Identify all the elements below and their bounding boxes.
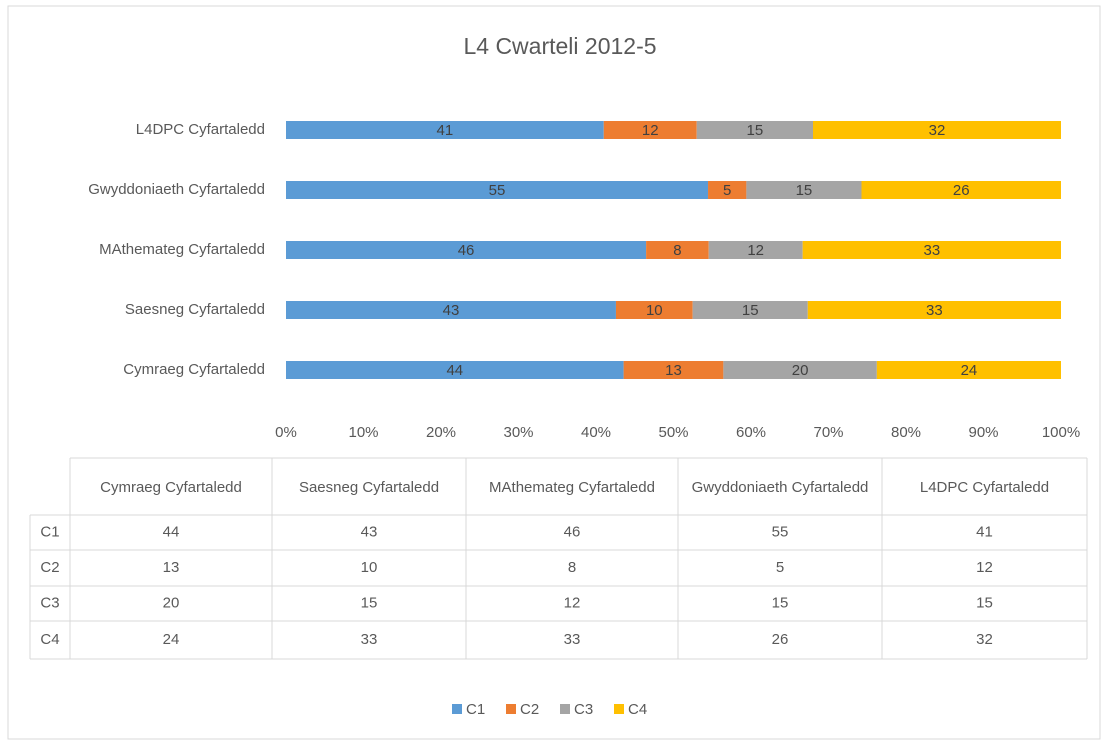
data-label: 15 — [742, 302, 759, 319]
bar-segment — [286, 361, 624, 379]
table-cell: 15 — [361, 594, 378, 611]
bar-segment — [286, 241, 647, 259]
table-cell: 33 — [361, 631, 378, 648]
x-tick-label: 50% — [658, 424, 688, 441]
chart-title: L4 Cwarteli 2012-5 — [463, 33, 656, 59]
table-cell: 5 — [776, 559, 784, 576]
legend-swatch — [506, 704, 516, 714]
bar-segment — [696, 121, 813, 139]
legend-label: C2 — [520, 701, 539, 718]
data-label: 33 — [923, 242, 940, 259]
data-label: 33 — [926, 302, 943, 319]
table-header: Saesneg Cyfartaledd — [299, 479, 439, 496]
x-tick-label: 0% — [275, 424, 297, 441]
x-tick-label: 100% — [1042, 424, 1080, 441]
table-cell: 15 — [976, 594, 993, 611]
data-label: 5 — [723, 182, 731, 199]
table-cell: 26 — [772, 631, 789, 648]
bar-segment — [723, 361, 877, 379]
data-label: 12 — [642, 122, 659, 139]
table-header: Gwyddoniaeth Cyfartaledd — [692, 479, 869, 496]
bar-segment — [623, 361, 724, 379]
table-row-label: C1 — [40, 523, 59, 540]
data-label: 15 — [796, 182, 813, 199]
y-tick-label: MAthemateg Cyfartaledd — [99, 241, 265, 258]
x-tick-label: 90% — [968, 424, 998, 441]
table-header: Cymraeg Cyfartaledd — [100, 479, 242, 496]
table-cell: 10 — [361, 559, 378, 576]
table-cell: 46 — [564, 523, 581, 540]
table-cell: 12 — [976, 559, 993, 576]
bar-segment — [861, 181, 1061, 199]
bar-segment — [807, 301, 1061, 319]
x-tick-label: 60% — [736, 424, 766, 441]
table-cell: 44 — [163, 523, 180, 540]
data-label: 12 — [747, 242, 764, 259]
data-label: 46 — [458, 242, 475, 259]
x-tick-label: 40% — [581, 424, 611, 441]
table-cell: 55 — [772, 523, 789, 540]
y-tick-label: L4DPC Cyfartaledd — [136, 121, 265, 138]
bar-segment — [646, 241, 709, 259]
bar-segment — [286, 301, 616, 319]
table-row-label: C3 — [40, 594, 59, 611]
bar-segment — [615, 301, 693, 319]
table-row-label: C4 — [40, 631, 59, 648]
data-label: 43 — [443, 302, 460, 319]
data-label: 32 — [929, 122, 946, 139]
y-tick-label: Gwyddoniaeth Cyfartaledd — [88, 181, 265, 198]
x-tick-label: 10% — [348, 424, 378, 441]
table-cell: 20 — [163, 594, 180, 611]
bar-segment — [692, 301, 808, 319]
legend-swatch — [560, 704, 570, 714]
legend-label: C3 — [574, 701, 593, 718]
data-label: 26 — [953, 182, 970, 199]
bar-segment — [876, 361, 1061, 379]
legend-swatch — [614, 704, 624, 714]
table-cell: 8 — [568, 559, 576, 576]
legend-swatch — [452, 704, 462, 714]
table-cell: 33 — [564, 631, 581, 648]
bar-segment — [708, 241, 803, 259]
bar-segment — [813, 121, 1061, 139]
legend: C1 C2 C3 C4 — [452, 701, 647, 718]
data-label: 24 — [961, 362, 978, 379]
data-label: 8 — [673, 242, 681, 259]
x-tick-label: 20% — [426, 424, 456, 441]
x-tick-label: 30% — [503, 424, 533, 441]
table-cell: 12 — [564, 594, 581, 611]
bar-segment — [708, 181, 747, 199]
bar-segment — [802, 241, 1061, 259]
table-cell: 15 — [772, 594, 789, 611]
y-tick-label: Cymraeg Cyfartaledd — [123, 361, 265, 378]
bar-segment — [603, 121, 697, 139]
bar-segment — [746, 181, 862, 199]
table-cell: 43 — [361, 523, 378, 540]
table-cell: 13 — [163, 559, 180, 576]
table-header: MAthemateg Cyfartaledd — [489, 479, 655, 496]
data-label: 13 — [665, 362, 682, 379]
data-label: 55 — [489, 182, 506, 199]
legend-label: C1 — [466, 701, 485, 718]
bar-segment — [286, 121, 604, 139]
table-row-label: C2 — [40, 559, 59, 576]
x-tick-label: 80% — [891, 424, 921, 441]
table-header: L4DPC Cyfartaledd — [920, 479, 1049, 496]
table-cell: 32 — [976, 631, 993, 648]
x-tick-label: 70% — [813, 424, 843, 441]
data-label: 20 — [792, 362, 809, 379]
data-table: Cymraeg Cyfartaledd Saesneg Cyfartaledd MA… — [29, 457, 1088, 660]
data-label: 41 — [437, 122, 454, 139]
y-tick-label: Saesneg Cyfartaledd — [125, 301, 265, 318]
table-cell: 41 — [976, 523, 993, 540]
table-cell: 24 — [163, 631, 180, 648]
legend-label: C4 — [628, 701, 647, 718]
data-label: 15 — [747, 122, 764, 139]
data-label: 10 — [646, 302, 663, 319]
bar-segment — [286, 181, 709, 199]
data-label: 44 — [446, 362, 463, 379]
